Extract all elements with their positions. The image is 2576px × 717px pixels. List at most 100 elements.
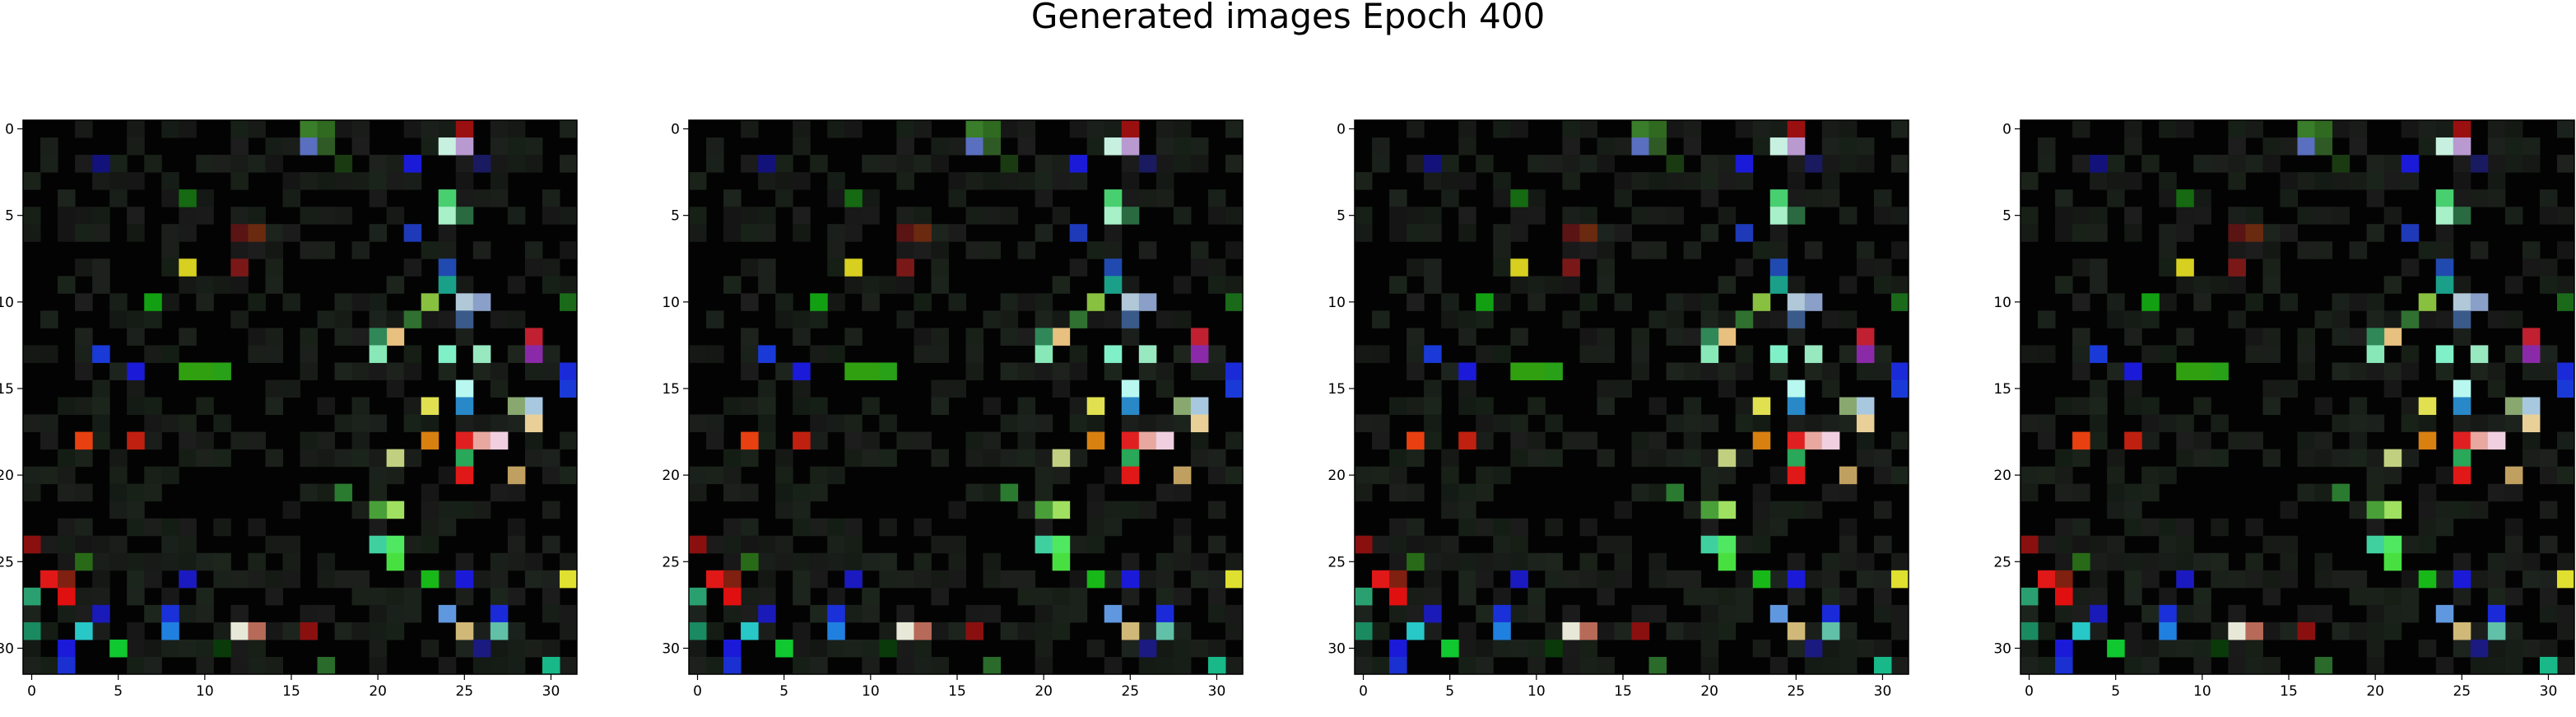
image-pixel <box>2124 656 2142 675</box>
image-pixel <box>524 431 543 450</box>
image-pixel <box>2211 570 2229 589</box>
image-pixel <box>1700 604 1719 623</box>
image-pixel <box>2211 414 2229 433</box>
image-pixel <box>758 379 776 398</box>
image-pixel <box>248 345 266 363</box>
image-pixel <box>179 120 197 138</box>
image-pixel <box>1648 656 1667 675</box>
image-pixel <box>386 155 405 173</box>
image-pixel <box>127 431 145 450</box>
image-pixel <box>896 276 914 294</box>
image-pixel <box>351 328 370 346</box>
image-pixel <box>1614 137 1632 156</box>
image-pixel <box>1856 155 1875 173</box>
image-pixel <box>1631 120 1650 138</box>
image-pixel <box>23 604 41 623</box>
image-pixel <box>1839 518 1858 537</box>
image-pixel <box>386 379 405 398</box>
image-pixel <box>351 397 370 416</box>
image-pixel <box>282 622 300 640</box>
image-pixel <box>2141 518 2160 537</box>
image-pixel <box>2055 483 2073 502</box>
image-pixel <box>559 155 578 173</box>
image-pixel <box>1700 587 1719 606</box>
image-pixel <box>2020 207 2039 225</box>
image-pixel <box>403 155 422 173</box>
image-pixel <box>1121 120 1140 138</box>
image-pixel <box>2228 207 2246 225</box>
image-pixel <box>2539 587 2558 606</box>
image-pixel <box>127 120 145 138</box>
image-pixel <box>317 172 336 190</box>
image-pixel <box>1190 155 1209 173</box>
image-pixel <box>827 345 845 363</box>
image-pixel <box>1510 224 1528 242</box>
image-pixel <box>1355 207 1373 225</box>
image-pixel <box>2072 345 2090 363</box>
image-pixel <box>179 639 197 658</box>
image-pixel <box>507 622 526 640</box>
image-pixel <box>300 449 319 468</box>
image-pixel <box>810 155 828 173</box>
image-pixel <box>1389 397 1407 416</box>
image-pixel <box>1355 483 1373 502</box>
image-pixel <box>1597 587 1615 606</box>
image-pixel <box>1173 656 1192 675</box>
image-pixel <box>2418 414 2437 433</box>
image-pixel <box>1631 622 1650 640</box>
image-pixel <box>2141 310 2160 328</box>
image-pixel <box>741 431 759 450</box>
image-pixel <box>1631 449 1650 468</box>
image-pixel <box>2124 431 2142 450</box>
image-pixel <box>1545 570 1563 589</box>
image-pixel <box>2418 241 2437 259</box>
image-pixel <box>144 397 162 416</box>
image-pixel <box>1890 155 1909 173</box>
image-pixel <box>1873 362 1892 380</box>
image-pixel <box>1804 189 1823 207</box>
image-pixel <box>1407 552 1425 571</box>
image-pixel <box>2349 172 2368 190</box>
image-pixel <box>1769 310 1788 328</box>
image-pixel <box>1735 570 1754 589</box>
image-pixel <box>2107 310 2125 328</box>
image-pixel <box>2141 155 2160 173</box>
image-pixel <box>438 207 457 225</box>
image-pixel <box>1155 552 1174 571</box>
image-pixel <box>58 276 76 294</box>
image-pixel <box>2470 189 2489 207</box>
image-pixel <box>2245 570 2263 589</box>
image-pixel <box>1648 483 1667 502</box>
image-pixel <box>1890 379 1909 398</box>
image-pixel <box>438 604 457 623</box>
image-pixel <box>455 120 474 138</box>
image-pixel <box>2539 189 2558 207</box>
image-pixel <box>1407 587 1425 606</box>
image-pixel <box>793 587 811 606</box>
image-pixel <box>2366 622 2385 640</box>
image-pixel <box>1700 155 1719 173</box>
image-pixel <box>948 622 966 640</box>
image-pixel <box>1700 310 1719 328</box>
image-pixel <box>1856 345 1875 363</box>
image-pixel <box>40 137 58 156</box>
image-pixel <box>1355 639 1373 658</box>
image-pixel <box>1597 379 1615 398</box>
image-pixel <box>2487 172 2506 190</box>
image-pixel <box>196 397 214 416</box>
image-pixel <box>2522 639 2541 658</box>
y-tick-label: 0 <box>1337 122 1346 138</box>
image-pixel <box>2090 207 2108 225</box>
image-pixel <box>2038 155 2056 173</box>
image-pixel <box>58 449 76 468</box>
image-pixel <box>862 155 880 173</box>
image-pixel <box>931 241 949 259</box>
image-pixel <box>161 172 179 190</box>
image-pixel <box>914 552 932 571</box>
image-pixel <box>2314 431 2333 450</box>
image-pixel <box>2072 535 2090 554</box>
image-pixel <box>1683 397 1702 416</box>
image-pixel <box>196 276 214 294</box>
image-pixel <box>2332 570 2350 589</box>
